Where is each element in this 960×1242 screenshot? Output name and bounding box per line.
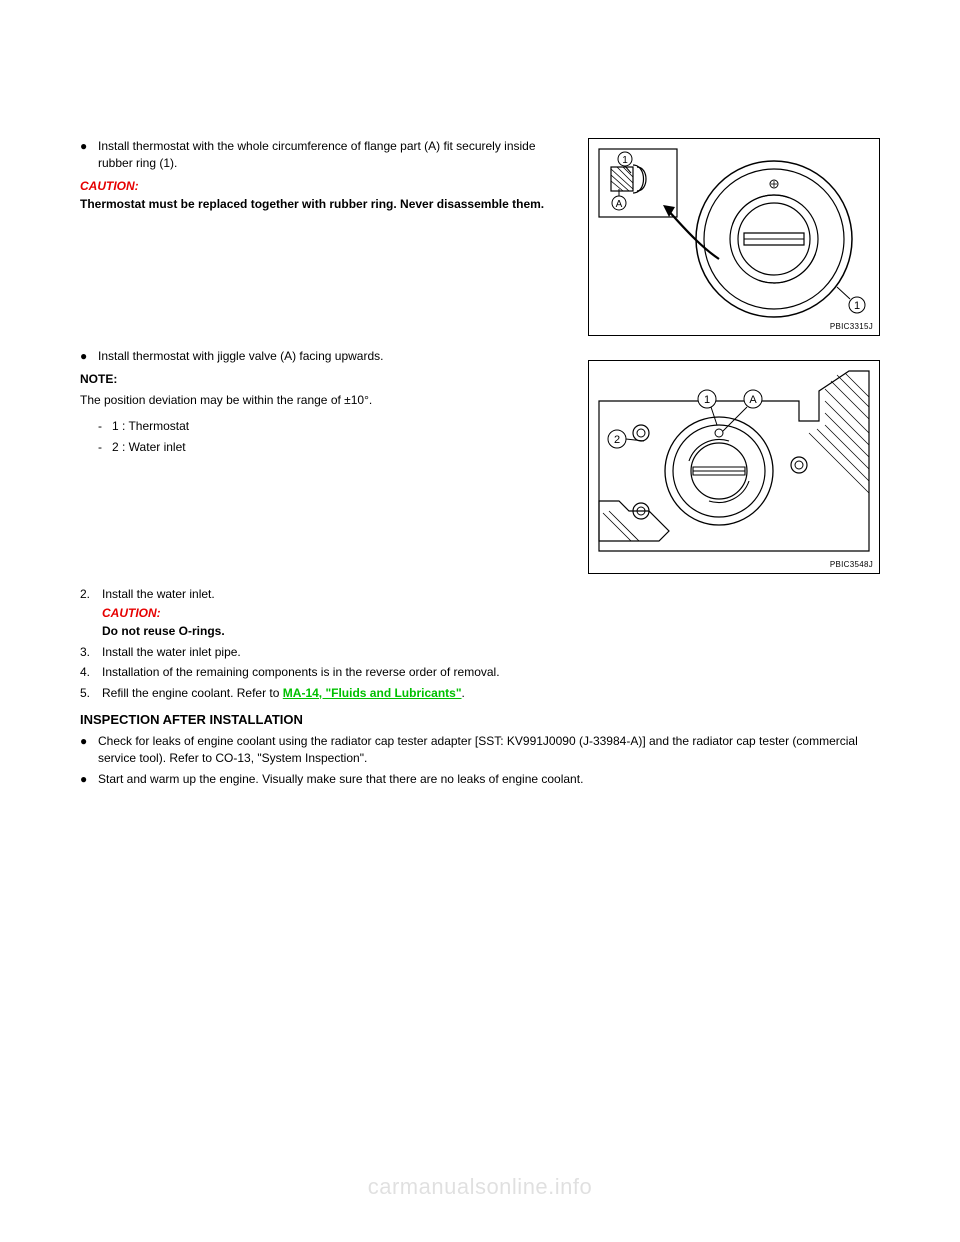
inspection-bullet-2: Start and warm up the engine. Visually m… xyxy=(98,771,583,788)
bullet-marker: ● xyxy=(80,138,98,176)
dash-marker: - xyxy=(98,439,112,456)
bullet-marker: ● xyxy=(80,771,98,788)
step-4-text: Installation of the remaining components… xyxy=(102,664,500,681)
step-5-text: Refill the engine coolant. Refer to MA-1… xyxy=(102,685,465,702)
caution-label-1: CAUTION: xyxy=(80,179,560,193)
bullet-marker: ● xyxy=(80,733,98,768)
svg-text:A: A xyxy=(616,199,623,210)
fluids-link[interactable]: MA-14, "Fluids and Lubricants" xyxy=(283,686,462,700)
thermostat-orient-text: Install thermostat with jiggle valve (A)… xyxy=(98,348,383,365)
inspection-bullet-1: Check for leaks of engine coolant using … xyxy=(98,733,880,768)
step-4-number: 4. xyxy=(80,664,102,681)
svg-text:2: 2 xyxy=(614,434,620,446)
figure-1: 1 A xyxy=(588,138,880,336)
step-3-number: 3. xyxy=(80,644,102,661)
bullet-marker: ● xyxy=(80,348,98,368)
caution-label-2: CAUTION: xyxy=(80,606,880,620)
thermostat-caution-text: Thermostat must be replaced together wit… xyxy=(80,196,560,213)
svg-text:1: 1 xyxy=(704,394,710,406)
svg-text:1: 1 xyxy=(622,155,628,166)
watermark: carmanualsonline.info xyxy=(368,1174,593,1200)
label-2: 2 : Water inlet xyxy=(112,439,186,456)
figure-1-code: PBIC3315J xyxy=(830,322,873,331)
figure-2-code: PBIC3548J xyxy=(830,560,873,569)
svg-text:A: A xyxy=(749,394,757,406)
thermostat-install-text: Install thermostat with the whole circum… xyxy=(98,138,560,173)
step-2-number: 2. xyxy=(80,586,102,603)
figure-2: 2 1 A PBIC3548J xyxy=(588,360,880,574)
caution-text-2: Do not reuse O-rings. xyxy=(80,623,880,640)
note-label: NOTE: xyxy=(80,371,560,388)
inspection-heading: INSPECTION AFTER INSTALLATION xyxy=(80,712,880,727)
step-3-text: Install the water inlet pipe. xyxy=(102,644,241,661)
note-text: The position deviation may be within the… xyxy=(80,392,560,409)
dash-marker: - xyxy=(98,418,112,435)
label-1: 1 : Thermostat xyxy=(112,418,189,435)
step-5-before: Refill the engine coolant. Refer to xyxy=(102,686,283,700)
step-5-number: 5. xyxy=(80,685,102,702)
step-2-text: Install the water inlet. xyxy=(102,586,215,603)
step-5-after: . xyxy=(462,686,465,700)
svg-text:1: 1 xyxy=(854,300,860,312)
